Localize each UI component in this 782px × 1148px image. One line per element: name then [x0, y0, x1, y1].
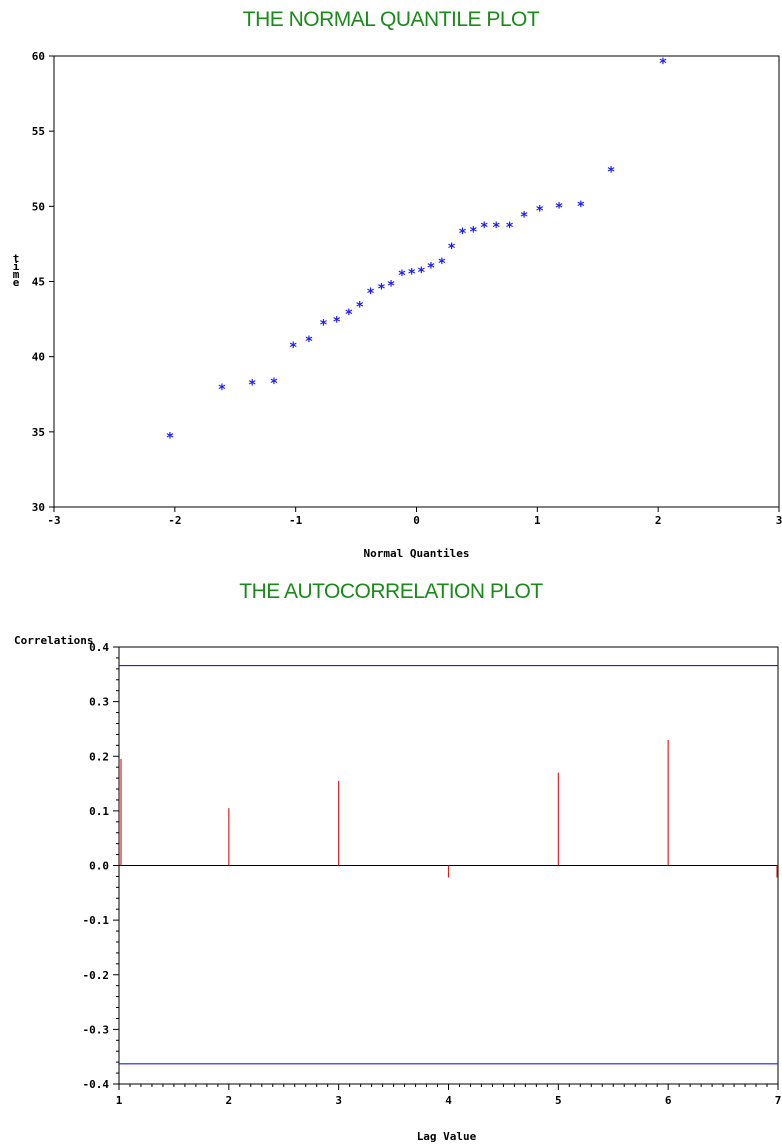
data-point: * — [492, 220, 500, 236]
y-tick-label: 35 — [32, 426, 45, 439]
x-tick-label: 3 — [776, 514, 782, 527]
y-tick-label: 30 — [32, 501, 45, 514]
y-tick-label: 0.0 — [89, 860, 109, 873]
y-tick-label: 60 — [32, 50, 45, 63]
quantile-plot: -3 -2 -1 0 1 2 3 30 35 40 45 50 55 60 Normal Quantiles… — [13, 50, 782, 560]
x-tick-label: 4 — [445, 1094, 452, 1107]
x-tick-label: 3 — [335, 1094, 342, 1107]
data-point: * — [248, 378, 256, 394]
y-tick-label: 40 — [32, 351, 45, 364]
x-tick-label: 2 — [226, 1094, 233, 1107]
data-point: * — [289, 340, 297, 356]
x-tick-label: 1 — [116, 1094, 123, 1107]
y-tick-label: -0.2 — [83, 969, 110, 982]
data-point: * — [417, 265, 425, 281]
y-tick-label: 0.2 — [89, 750, 109, 763]
data-point: * — [505, 220, 513, 236]
y-tick-label: -0.3 — [83, 1023, 110, 1036]
data-point: * — [345, 307, 353, 323]
quantile-plot-title: THE NORMAL QUANTILE PLOT — [242, 8, 540, 31]
y-tick-label: 50 — [32, 200, 45, 213]
autocorrelation-plot: -0.4 -0.3 -0.2 -0.1 0.0 0.1 0.2 0.3 0.4 1 2 3 4 5 6 7 Co… — [14, 634, 781, 1143]
data-point: * — [555, 200, 563, 216]
data-point: * — [480, 220, 488, 236]
x-tick-label: 2 — [655, 514, 662, 527]
x-tick-label: 1 — [534, 514, 541, 527]
y-tick-label: -0.4 — [83, 1078, 110, 1091]
data-point: * — [577, 199, 585, 215]
data-point: * — [438, 256, 446, 272]
data-point: * — [536, 203, 544, 219]
y-tick-label: 45 — [32, 276, 45, 289]
x-tick-label: 7 — [775, 1094, 782, 1107]
x-tick-label: 6 — [665, 1094, 672, 1107]
data-point: * — [398, 268, 406, 284]
data-point: * — [366, 286, 374, 302]
data-point: * — [355, 300, 363, 316]
data-point: * — [333, 315, 341, 331]
plot-frame — [53, 55, 780, 508]
x-axis-label: Normal Quantiles — [364, 547, 470, 560]
data-point: * — [427, 260, 435, 276]
data-point: * — [387, 279, 395, 295]
y-tick-label: 55 — [32, 125, 45, 138]
y-tick-label: 0.4 — [89, 641, 109, 654]
data-point: * — [305, 334, 313, 350]
autocorrelation-plot-title: THE AUTOCORRELATION PLOT — [239, 580, 543, 603]
x-tick-label: 5 — [555, 1094, 562, 1107]
y-tick-label: -0.1 — [83, 914, 110, 927]
x-axis-label: Lag Value — [417, 1130, 477, 1143]
y-tick-label: 0.1 — [89, 805, 109, 818]
data-point: * — [458, 226, 466, 242]
x-tick-label: -3 — [47, 514, 60, 527]
data-point: * — [270, 376, 278, 392]
data-point: * — [319, 318, 327, 334]
y-axis-label: Correlations — [14, 634, 93, 647]
data-point: * — [407, 266, 415, 282]
x-tick-label: -1 — [289, 514, 303, 527]
data-point: * — [166, 430, 174, 446]
data-point: * — [659, 56, 667, 72]
data-point: * — [520, 209, 528, 225]
data-point: * — [377, 282, 385, 298]
y-tick-label: 0.3 — [89, 696, 109, 709]
data-point: * — [218, 382, 226, 398]
x-tick-label: 0 — [413, 514, 420, 527]
data-point: * — [447, 241, 455, 257]
x-tick-label: -2 — [168, 514, 181, 527]
data-point: * — [607, 164, 615, 180]
data-point: * — [469, 224, 477, 240]
